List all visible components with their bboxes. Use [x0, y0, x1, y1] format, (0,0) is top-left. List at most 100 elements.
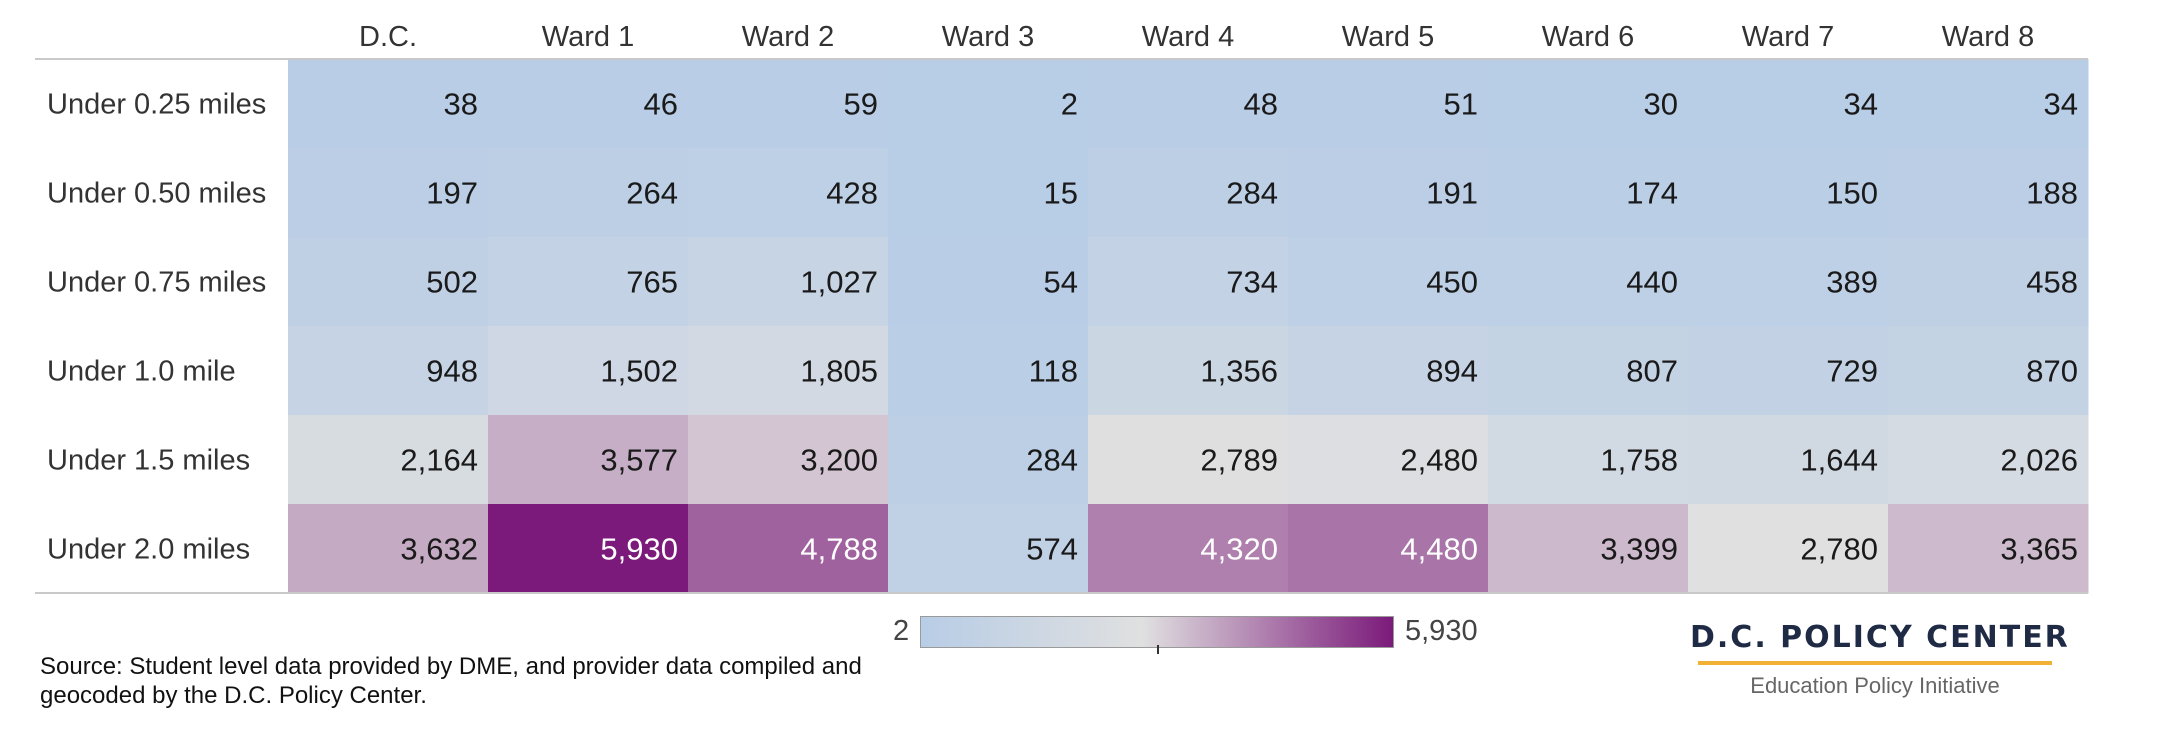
data-label: 1,805	[800, 354, 878, 389]
heatmap-cell	[1888, 326, 2089, 416]
heatmap-cell	[488, 504, 689, 594]
column-header-ward-7: Ward 7	[1742, 21, 1834, 53]
data-label: 1,356	[1200, 354, 1278, 389]
heatmap-cell	[688, 326, 889, 416]
data-label: 34	[1844, 87, 1878, 122]
heatmap-cell	[1688, 237, 1889, 327]
data-label: 4,480	[1400, 532, 1478, 567]
source-note: Source: Student level data provided by D…	[40, 653, 862, 709]
data-label: 2	[1061, 87, 1078, 122]
column-header-ward-2: Ward 2	[742, 21, 834, 53]
heatmap-cell	[288, 415, 489, 505]
heatmap-cell	[288, 237, 489, 327]
heatmap-cell	[1888, 237, 2089, 327]
data-label: 2,789	[1200, 443, 1278, 478]
data-label: 948	[426, 354, 478, 389]
heatmap-cell	[1888, 415, 2089, 505]
data-label: 870	[2026, 354, 2078, 389]
heatmap-cell	[288, 326, 489, 416]
data-label: 51	[1444, 87, 1478, 122]
data-label: 174	[1626, 176, 1678, 211]
heatmap-cell	[688, 59, 889, 149]
brand-underline	[1698, 661, 2052, 665]
heatmap-cell	[888, 59, 1089, 149]
heatmap-cell	[1488, 415, 1689, 505]
data-label: 894	[1426, 354, 1478, 389]
column-header-ward-1: Ward 1	[542, 21, 634, 53]
legend-min-label: 2	[893, 615, 910, 647]
heatmap-cell	[888, 326, 1089, 416]
heatmap-cell	[1088, 237, 1289, 327]
data-label: 734	[1226, 265, 1278, 300]
column-header-ward-8: Ward 8	[1942, 21, 2034, 53]
data-label: 1,644	[1800, 443, 1878, 478]
heatmap-cell	[888, 504, 1089, 594]
column-header-ward-5: Ward 5	[1342, 21, 1434, 53]
data-label: 574	[1026, 532, 1078, 567]
heatmap-chart: D.C. Ward 1 Ward 2 Ward 3 Ward 4 Ward 5 Ward 6…	[35, 21, 2089, 594]
data-label: 1,027	[800, 265, 878, 300]
heatmap-cell	[488, 237, 689, 327]
heatmap-cell	[488, 415, 689, 505]
heatmap-cell	[1088, 326, 1289, 416]
heatmap-cell	[1288, 59, 1489, 149]
heatmap-cell	[1688, 326, 1889, 416]
heatmap-cell	[1088, 504, 1289, 594]
data-label: 389	[1826, 265, 1878, 300]
data-label: 264	[626, 176, 678, 211]
row-header-under-0-25-miles: Under 0.25 miles	[47, 89, 266, 121]
data-label: 5,930	[600, 532, 678, 567]
data-label: 284	[1026, 443, 1078, 478]
color-scale-legend	[920, 616, 1394, 648]
data-label: 191	[1426, 176, 1478, 211]
heatmap-cell	[488, 59, 689, 149]
data-label: 502	[426, 265, 478, 300]
brand-logo: D.C. POLICY CENTER Education Policy Init…	[1690, 620, 2070, 699]
legend-midpoint-tick	[1157, 645, 1159, 654]
data-label: 48	[1244, 87, 1278, 122]
heatmap-cell	[1088, 148, 1289, 238]
row-header-under-1-5-miles: Under 1.5 miles	[47, 445, 250, 477]
heatmap-cell	[488, 326, 689, 416]
data-label: 2,026	[2000, 443, 2078, 478]
heatmap-cell	[1088, 415, 1289, 505]
data-label: 4,320	[1200, 532, 1278, 567]
heatmap-cell	[1288, 504, 1489, 594]
data-label: 3,365	[2000, 532, 2078, 567]
heatmap-cell	[288, 148, 489, 238]
heatmap-cell	[888, 148, 1089, 238]
heatmap-cell	[1488, 504, 1689, 594]
heatmap-cell	[1288, 237, 1489, 327]
heatmap-cell	[1688, 504, 1889, 594]
data-label: 30	[1644, 87, 1678, 122]
data-label: 458	[2026, 265, 2078, 300]
row-header-under-0-75-miles: Under 0.75 miles	[47, 267, 266, 299]
heatmap-cell	[888, 237, 1089, 327]
column-header-ward-6: Ward 6	[1542, 21, 1634, 53]
data-label: 3,200	[800, 443, 878, 478]
data-label: 38	[444, 87, 478, 122]
data-label: 450	[1426, 265, 1478, 300]
heatmap-cell	[288, 59, 489, 149]
heatmap-cell	[1888, 504, 2089, 594]
heatmap-cell	[1688, 148, 1889, 238]
data-label: 54	[1044, 265, 1078, 300]
data-label: 765	[626, 265, 678, 300]
data-label: 1,758	[1600, 443, 1678, 478]
column-header-ward-3: Ward 3	[942, 21, 1034, 53]
data-label: 3,399	[1600, 532, 1678, 567]
heatmap-cell	[1088, 59, 1289, 149]
heatmap-cell	[488, 148, 689, 238]
data-label: 197	[426, 176, 478, 211]
brand-name: D.C. POLICY CENTER	[1690, 620, 2070, 655]
data-label: 440	[1626, 265, 1678, 300]
row-header-under-1-0-mile: Under 1.0 mile	[47, 356, 236, 388]
heatmap-cell	[1688, 415, 1889, 505]
heatmap-cell	[1288, 326, 1489, 416]
data-label: 150	[1826, 176, 1878, 211]
data-label: 284	[1226, 176, 1278, 211]
data-label: 3,632	[400, 532, 478, 567]
data-label: 2,480	[1400, 443, 1478, 478]
data-label: 1,502	[600, 354, 678, 389]
heatmap-cell	[888, 415, 1089, 505]
